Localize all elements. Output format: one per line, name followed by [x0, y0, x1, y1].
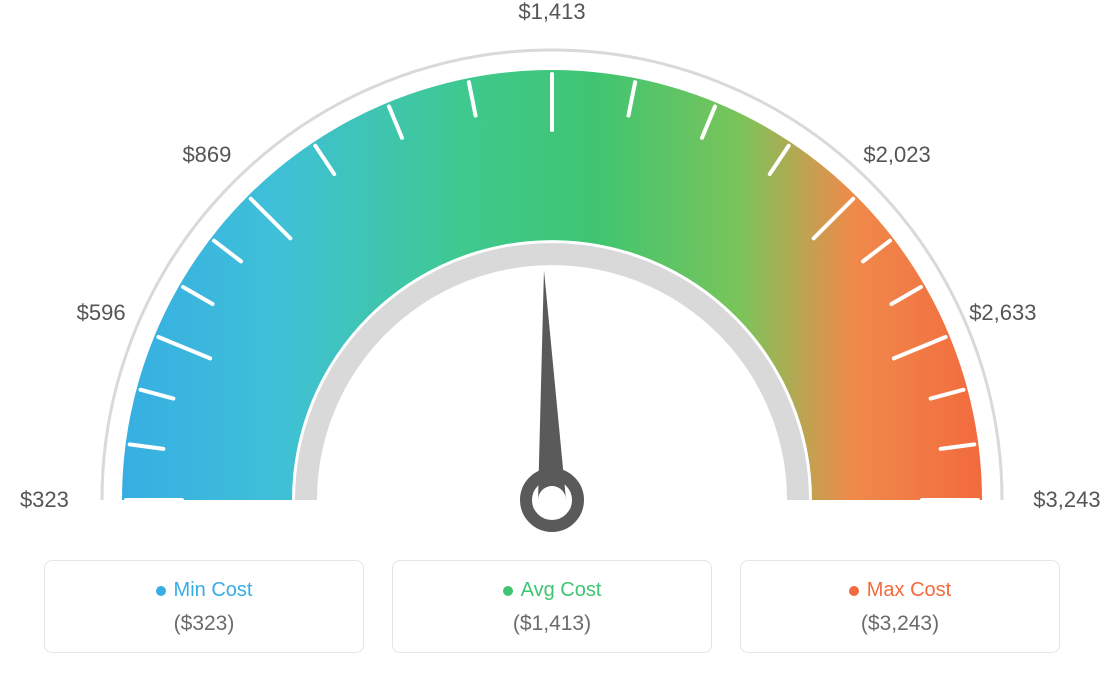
legend-value-min: ($323): [55, 612, 353, 636]
legend-dot-avg: [503, 586, 513, 596]
legend-title-min: Min Cost: [156, 579, 253, 602]
gauge-tick-label: $2,633: [969, 300, 1036, 326]
legend-row: Min Cost ($323) Avg Cost ($1,413) Max Co…: [20, 560, 1084, 653]
legend-card-max: Max Cost ($3,243): [740, 560, 1060, 653]
legend-dot-max: [849, 586, 859, 596]
gauge-svg: [20, 20, 1084, 540]
gauge-tick-label: $2,023: [863, 142, 930, 168]
legend-card-min: Min Cost ($323): [44, 560, 364, 653]
legend-label-min: Min Cost: [174, 579, 253, 602]
legend-title-avg: Avg Cost: [503, 579, 602, 602]
gauge-tick-label: $596: [77, 300, 126, 326]
gauge-tick-label: $1,413: [518, 0, 585, 25]
gauge-tick-label: $869: [182, 142, 231, 168]
gauge-tick-label: $323: [20, 487, 69, 513]
legend-label-avg: Avg Cost: [521, 579, 602, 602]
legend-card-avg: Avg Cost ($1,413): [392, 560, 712, 653]
legend-dot-min: [156, 586, 166, 596]
legend-value-max: ($3,243): [751, 612, 1049, 636]
legend-value-avg: ($1,413): [403, 612, 701, 636]
gauge-tick-label: $3,243: [1033, 487, 1100, 513]
gauge-chart: $323$596$869$1,413$2,023$2,633$3,243: [20, 20, 1084, 520]
legend-label-max: Max Cost: [867, 579, 951, 602]
legend-title-max: Max Cost: [849, 579, 951, 602]
